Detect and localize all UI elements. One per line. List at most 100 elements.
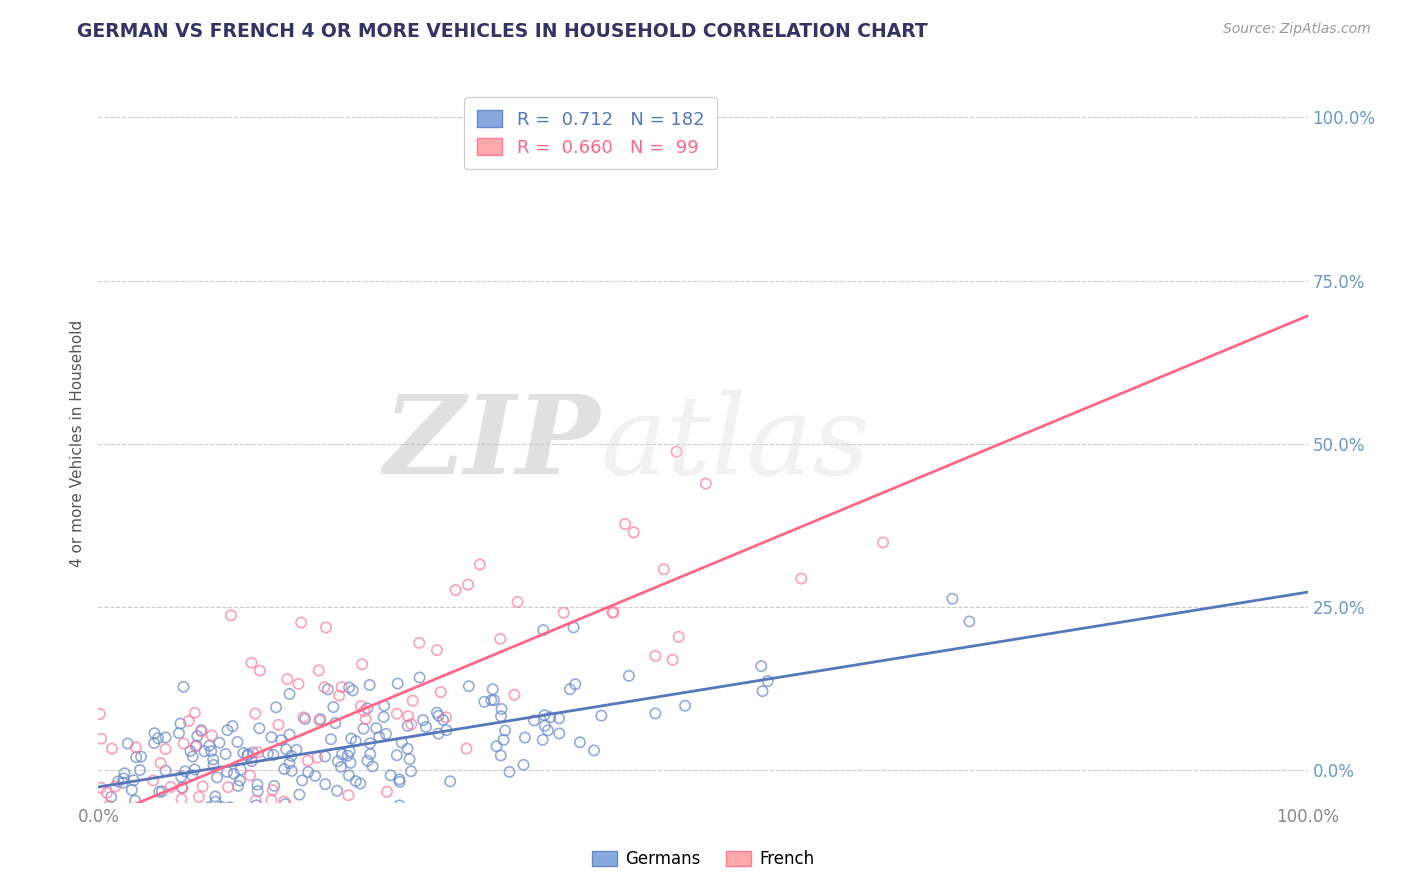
Point: [668, 630, 690, 644]
Point: [314, 680, 336, 694]
Point: [167, 726, 190, 740]
Point: [531, 623, 554, 637]
Point: [201, 803, 224, 817]
Point: [498, 764, 520, 779]
Point: [202, 758, 225, 772]
Point: [273, 795, 295, 809]
Point: [427, 727, 450, 741]
Point: [214, 854, 236, 868]
Point: [396, 719, 419, 733]
Point: [172, 680, 194, 694]
Point: [456, 741, 478, 756]
Point: [190, 724, 212, 739]
Legend: Germans, French: Germans, French: [585, 844, 821, 875]
Point: [396, 741, 419, 756]
Point: [354, 712, 377, 726]
Point: [472, 695, 495, 709]
Point: [204, 789, 226, 804]
Point: [222, 805, 245, 819]
Point: [512, 757, 534, 772]
Point: [247, 721, 270, 735]
Point: [344, 774, 367, 789]
Point: [749, 659, 772, 673]
Point: [308, 714, 330, 728]
Point: [117, 737, 139, 751]
Point: [352, 657, 374, 672]
Point: [426, 643, 449, 657]
Point: [492, 732, 515, 747]
Point: [181, 749, 204, 764]
Point: [209, 800, 232, 814]
Point: [323, 716, 346, 731]
Point: [339, 744, 361, 758]
Point: [326, 783, 349, 797]
Point: [217, 803, 239, 817]
Point: [614, 516, 637, 531]
Point: [214, 821, 236, 835]
Point: [221, 719, 243, 733]
Point: [617, 669, 640, 683]
Point: [489, 632, 512, 646]
Point: [402, 694, 425, 708]
Point: [125, 750, 148, 764]
Point: [482, 693, 505, 707]
Point: [309, 829, 332, 843]
Point: [232, 746, 254, 760]
Point: [121, 855, 143, 869]
Point: [263, 779, 285, 793]
Point: [239, 814, 262, 828]
Point: [246, 798, 269, 813]
Point: [90, 731, 112, 746]
Point: [184, 763, 207, 777]
Point: [330, 747, 353, 762]
Point: [307, 750, 329, 764]
Point: [297, 754, 319, 768]
Point: [90, 780, 112, 795]
Point: [426, 706, 449, 720]
Point: [246, 778, 269, 792]
Point: [457, 577, 479, 591]
Point: [602, 606, 624, 620]
Point: [245, 706, 267, 721]
Point: [287, 677, 309, 691]
Point: [236, 747, 259, 761]
Point: [468, 558, 491, 572]
Point: [503, 688, 526, 702]
Point: [439, 774, 461, 789]
Point: [121, 783, 143, 797]
Point: [380, 768, 402, 782]
Point: [308, 664, 330, 678]
Point: [155, 731, 177, 745]
Point: [756, 674, 779, 689]
Point: [274, 742, 297, 756]
Point: [644, 648, 666, 663]
Point: [623, 525, 645, 540]
Point: [322, 700, 344, 714]
Point: [444, 582, 467, 597]
Point: [246, 784, 269, 798]
Point: [278, 756, 301, 771]
Point: [319, 732, 342, 747]
Point: [89, 706, 111, 721]
Point: [170, 780, 193, 795]
Point: [513, 731, 536, 745]
Point: [429, 685, 451, 699]
Y-axis label: 4 or more Vehicles in Household: 4 or more Vehicles in Household: [69, 320, 84, 567]
Point: [506, 595, 529, 609]
Point: [957, 615, 980, 629]
Point: [219, 800, 242, 814]
Point: [217, 764, 239, 779]
Point: [170, 770, 193, 784]
Point: [170, 792, 193, 806]
Point: [186, 729, 208, 743]
Point: [294, 712, 316, 726]
Point: [361, 759, 384, 773]
Point: [150, 784, 173, 798]
Point: [388, 772, 411, 787]
Point: [489, 748, 512, 763]
Point: [201, 813, 224, 827]
Point: [356, 754, 378, 768]
Point: [564, 677, 586, 691]
Point: [297, 764, 319, 779]
Point: [494, 723, 516, 738]
